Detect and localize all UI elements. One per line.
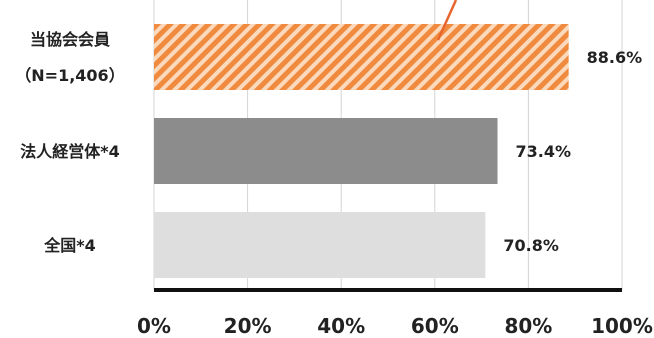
value-label: 70.8% xyxy=(503,236,559,255)
axis: 0% 20% 40% 60% 80% 100% xyxy=(137,288,653,338)
value-label: 73.4% xyxy=(516,142,572,161)
x-tick-label: 60% xyxy=(411,314,459,338)
bar xyxy=(154,118,498,184)
labels: 88.6% 当協会会員 （N=1,406） 73.4% 法人経営体*4 70.8% 全国*4 xyxy=(15,0,642,255)
value-label: 88.6% xyxy=(587,48,643,67)
category-label: 当協会会員 xyxy=(30,30,110,49)
x-tick-label: 40% xyxy=(317,314,365,338)
x-tick-label: 0% xyxy=(137,314,171,338)
annotation-pointer-line xyxy=(436,0,458,41)
category-sublabel: （N=1,406） xyxy=(15,66,124,85)
bar xyxy=(154,24,569,90)
x-tick-label: 20% xyxy=(224,314,272,338)
bars xyxy=(154,24,569,278)
bar xyxy=(154,212,486,278)
x-tick-label: 100% xyxy=(591,314,653,338)
category-label: 全国*4 xyxy=(43,236,96,255)
category-label: 法人経営体*4 xyxy=(20,142,120,161)
x-tick-label: 80% xyxy=(504,314,552,338)
